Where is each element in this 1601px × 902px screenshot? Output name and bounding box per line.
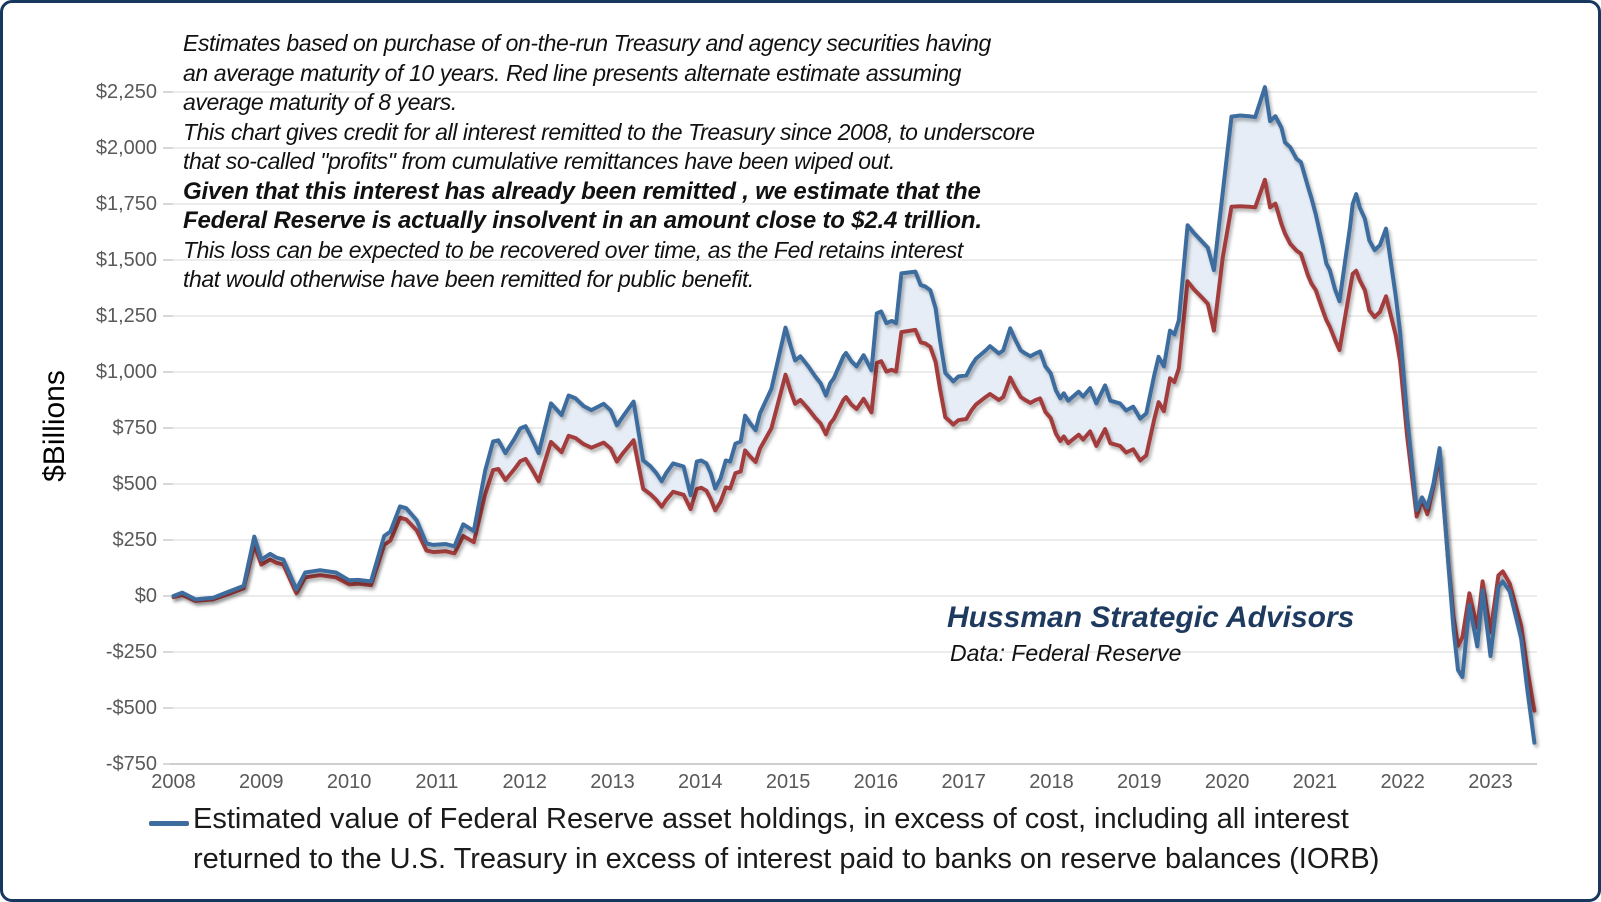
annotation-line: that so-called "profits" from cumulative…: [183, 148, 895, 174]
y-tick-label: -$250: [105, 641, 157, 663]
y-tick-label: $1,000: [95, 361, 157, 383]
y-tick-label: $250: [112, 529, 158, 551]
y-tick-label: -$500: [105, 697, 157, 719]
x-tick-label: 2019: [1117, 771, 1162, 793]
attribution-source: Data: Federal Reserve: [950, 640, 1182, 666]
x-tick-label: 2008: [151, 771, 196, 793]
annotation-line-bold: Given that this interest has already bee…: [183, 177, 981, 205]
y-tick-label: $750: [112, 417, 158, 439]
y-axis-title: $Billions: [38, 370, 71, 482]
y-tick-label: $1,250: [95, 305, 157, 327]
chart-plot: [163, 85, 1537, 765]
x-tick-label: 2021: [1292, 771, 1338, 793]
x-tick-label: 2018: [1029, 771, 1074, 793]
legend-line-marker: [149, 821, 189, 826]
x-tick-label: 2014: [678, 771, 723, 793]
series-lines: [171, 85, 1537, 745]
y-tick-label: $500: [112, 473, 158, 495]
series-line-10yr-blue: [171, 85, 1537, 745]
annotation-line: This loss can be expected to be recovere…: [183, 236, 963, 263]
legend-label-line1: Estimated value of Federal Reserve asset…: [193, 803, 1349, 835]
x-tick-label: 2012: [502, 771, 547, 793]
y-tick-label: $1,500: [95, 249, 157, 271]
x-tick-label: 2010: [326, 771, 372, 793]
x-tick-label: 2015: [765, 771, 811, 793]
y-tick-label: -$750: [105, 753, 157, 775]
legend-label-line2: returned to the U.S. Treasury in excess …: [193, 843, 1380, 875]
annotation-block: Estimates based on purchase of on-the-ru…: [183, 29, 1163, 295]
y-tick-label: $0: [134, 585, 157, 607]
y-tick-label: $2,250: [95, 81, 157, 103]
x-tick-label: 2017: [941, 771, 986, 793]
x-tick-label: 2011: [415, 771, 459, 793]
x-tick-label: 2023: [1468, 771, 1513, 793]
annotation-line: This chart gives credit for all interest…: [183, 118, 1035, 145]
series-line-8yr-red: [171, 177, 1537, 713]
y-tick-label: $2,000: [95, 137, 157, 159]
y-tick-label: $1,750: [95, 193, 157, 215]
x-tick-label: 2020: [1204, 771, 1250, 793]
x-tick-label: 2016: [853, 771, 899, 793]
annotation-line: that would otherwise have been remitted …: [183, 266, 754, 292]
x-tick-label: 2013: [590, 771, 635, 793]
annotation-line: Estimates based on purchase of on-the-ru…: [183, 30, 991, 56]
annotation-line-bold: Federal Reserve is actually insolvent in…: [183, 207, 982, 234]
legend: Estimated value of Federal Reserve asset…: [149, 799, 1549, 879]
annotation-line: average maturity of 8 years.: [183, 89, 457, 115]
annotation-line: an average maturity of 10 years. Red lin…: [183, 59, 962, 86]
y-axis-ticks: [163, 91, 173, 765]
fill-between-area: [173, 87, 1535, 743]
fill-between-polygon: [173, 87, 1535, 743]
attribution-name: Hussman Strategic Advisors: [947, 601, 1355, 634]
x-tick-label: 2009: [239, 771, 284, 793]
x-tick-label: 2022: [1380, 771, 1425, 793]
